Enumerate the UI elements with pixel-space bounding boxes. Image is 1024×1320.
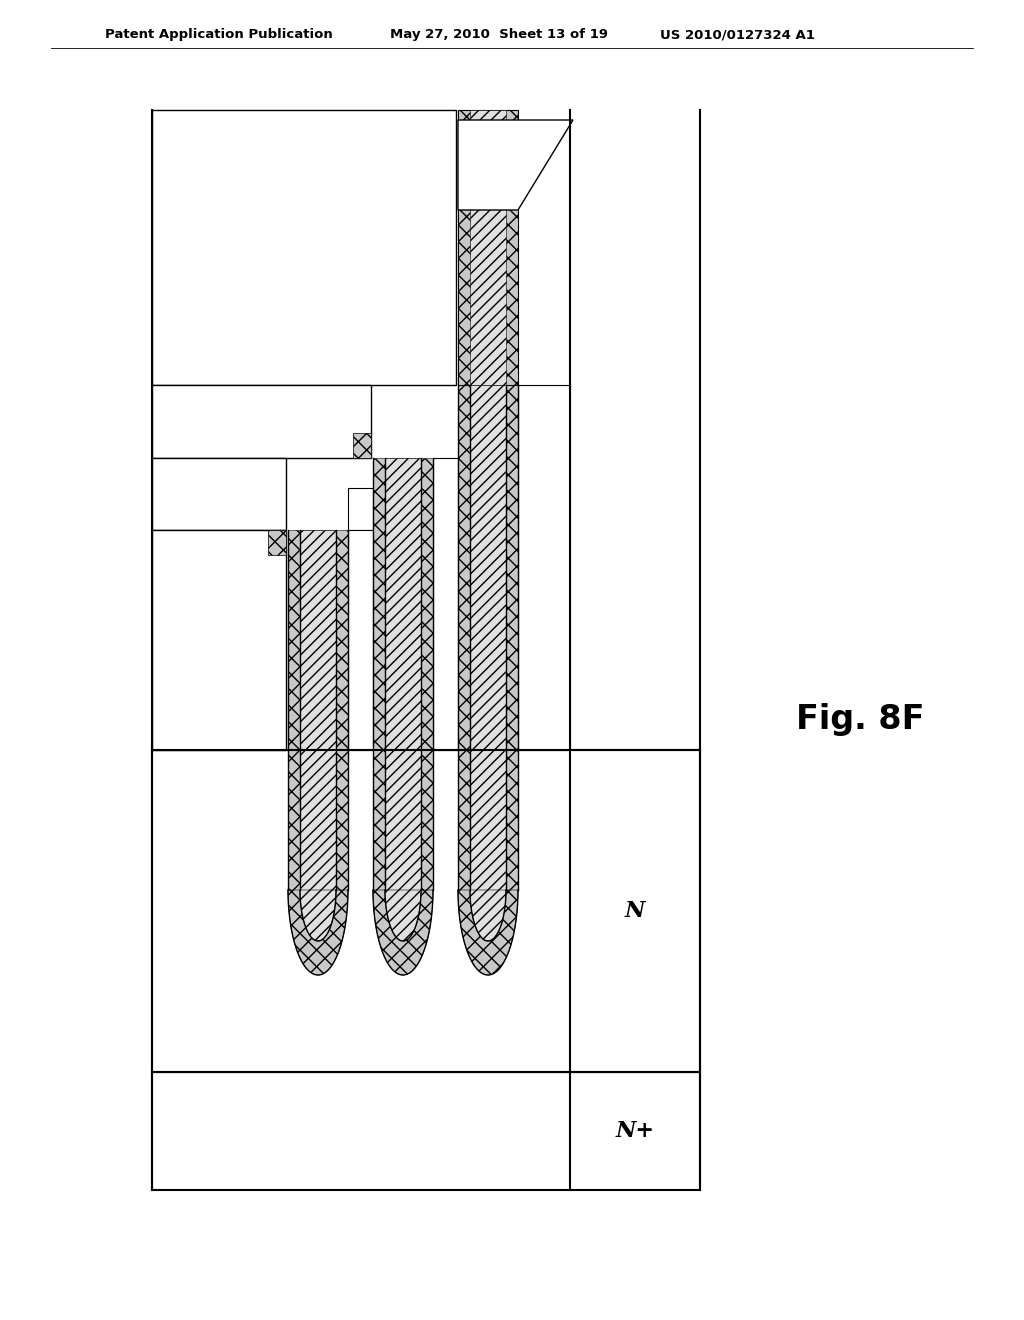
Text: n+: n+ xyxy=(351,503,370,516)
Bar xyxy=(268,531,286,554)
Text: 120b: 120b xyxy=(354,407,367,437)
Bar xyxy=(152,531,286,750)
Text: N+: N+ xyxy=(615,1119,654,1142)
Bar xyxy=(300,531,336,890)
Bar xyxy=(288,531,348,890)
Text: P: P xyxy=(538,558,550,577)
Bar xyxy=(470,110,506,385)
Text: P: P xyxy=(439,595,452,612)
Text: 117: 117 xyxy=(259,408,273,434)
Bar xyxy=(458,110,518,385)
Polygon shape xyxy=(458,120,573,210)
Text: Patent Application Publication: Patent Application Publication xyxy=(105,28,333,41)
Text: May 27, 2010  Sheet 13 of 19: May 27, 2010 Sheet 13 of 19 xyxy=(390,28,608,41)
Bar xyxy=(152,1072,700,1191)
Bar xyxy=(152,110,456,385)
Bar xyxy=(433,458,458,750)
Text: 120c: 120c xyxy=(441,329,454,358)
Bar xyxy=(373,458,433,890)
Text: Fig. 8F: Fig. 8F xyxy=(796,704,925,737)
Bar xyxy=(458,385,518,890)
Text: N: N xyxy=(625,900,645,921)
Text: 116c: 116c xyxy=(462,152,472,178)
Polygon shape xyxy=(385,890,421,941)
Bar xyxy=(152,750,700,1072)
Text: US 2010/0127324 A1: US 2010/0127324 A1 xyxy=(660,28,815,41)
Bar xyxy=(152,458,286,531)
Polygon shape xyxy=(458,890,518,975)
Bar xyxy=(348,488,373,531)
Text: 116a: 116a xyxy=(157,367,359,432)
Bar xyxy=(385,458,421,890)
Text: 117: 117 xyxy=(215,480,229,507)
Bar xyxy=(470,385,506,890)
Polygon shape xyxy=(288,890,348,975)
Polygon shape xyxy=(300,890,336,941)
Polygon shape xyxy=(373,890,433,975)
Text: 116a: 116a xyxy=(157,544,274,599)
Bar xyxy=(152,385,371,458)
Polygon shape xyxy=(470,890,506,941)
Text: 117: 117 xyxy=(297,194,311,220)
Bar xyxy=(518,385,570,750)
Text: 120a: 120a xyxy=(269,510,282,539)
Bar xyxy=(348,531,373,750)
Text: 117: 117 xyxy=(212,627,226,653)
Bar xyxy=(353,433,371,458)
Text: P: P xyxy=(354,631,367,649)
